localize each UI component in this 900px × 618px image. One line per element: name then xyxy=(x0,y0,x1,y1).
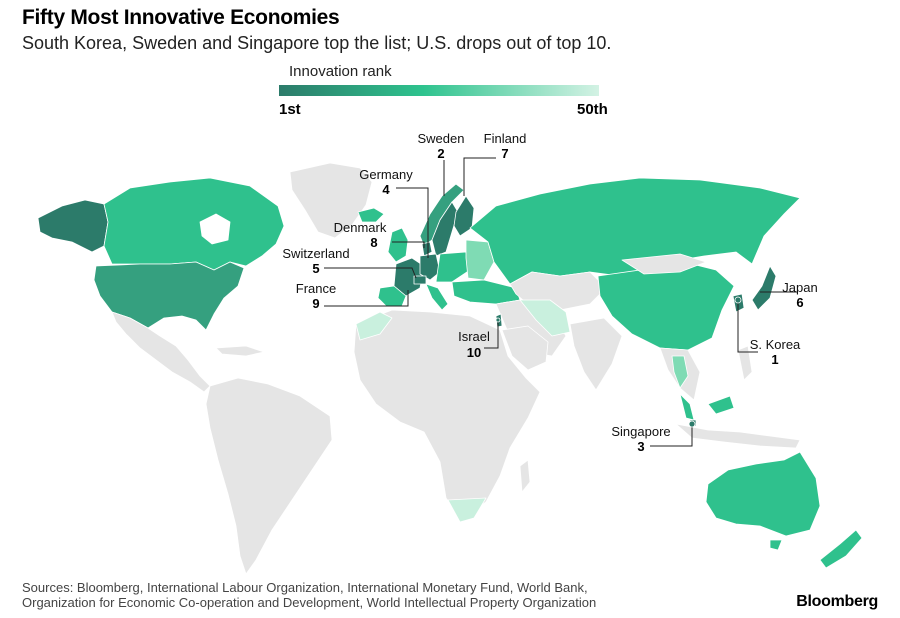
callout-rank-singapore: 3 xyxy=(637,439,644,454)
callout-country-france: France xyxy=(296,281,336,296)
callout-country-singapore: Singapore xyxy=(611,424,670,439)
callout-country-israel: Israel xyxy=(458,329,490,344)
country-indonesia xyxy=(675,423,801,449)
country-iran xyxy=(519,299,571,337)
leader-france xyxy=(324,290,409,307)
legend-title: Innovation rank xyxy=(289,63,392,80)
leader-israel xyxy=(484,320,499,349)
legend-min-label: 1st xyxy=(279,101,301,118)
country-united-kingdom xyxy=(387,227,409,263)
legend-max-label: 50th xyxy=(577,101,608,118)
world-map: Sweden 2 Finland 7 Germany 4 Denmark 8 S… xyxy=(37,131,863,575)
callout-country-japan: Japan xyxy=(782,280,817,295)
country-iceland xyxy=(357,207,385,223)
callout-rank-japan: 6 xyxy=(796,295,803,310)
country-africa xyxy=(353,309,541,521)
callout-rank-israel: 10 xyxy=(467,345,481,360)
country-canada xyxy=(103,177,285,271)
country-japan xyxy=(751,265,777,311)
country-italy xyxy=(425,283,449,311)
country-finland xyxy=(453,195,475,237)
country-central-europe xyxy=(435,251,471,283)
marker-singapore xyxy=(688,420,696,428)
leader-finland xyxy=(463,157,496,196)
country-madagascar xyxy=(519,459,531,493)
bloomberg-logo: Bloomberg xyxy=(796,593,878,610)
callout-markers xyxy=(495,296,742,428)
callout-rank-switzerland: 5 xyxy=(312,261,319,276)
leader-korea xyxy=(737,300,758,353)
callout-rank-denmark: 8 xyxy=(370,235,377,250)
source-line-1: Sources: Bloomberg, International Labour… xyxy=(22,580,588,595)
leader-denmark xyxy=(392,241,425,248)
leader-switzerland xyxy=(324,267,417,279)
country-australia xyxy=(705,451,821,537)
country-us-alaska xyxy=(37,199,109,253)
callout-rank-sweden: 2 xyxy=(437,146,444,161)
country-north-africa xyxy=(355,311,393,341)
country-germany xyxy=(419,253,441,281)
country-mexico xyxy=(111,311,211,393)
legend-color-ramp xyxy=(279,85,599,96)
marker-israel xyxy=(495,317,501,323)
callout-rank-france: 9 xyxy=(312,296,319,311)
country-new-zealand xyxy=(819,529,863,569)
caribbean-islands xyxy=(215,345,265,357)
callout-labels: Sweden 2 Finland 7 Germany 4 Denmark 8 S… xyxy=(282,131,817,454)
callout-country-finland: Finland xyxy=(484,131,527,146)
country-india xyxy=(569,317,623,391)
callout-country-korea: S. Korea xyxy=(750,337,801,352)
country-arabia xyxy=(501,325,549,371)
callout-leaders xyxy=(324,157,798,447)
callout-country-switzerland: Switzerland xyxy=(282,246,349,261)
country-malaysia xyxy=(679,393,735,421)
callout-country-denmark: Denmark xyxy=(334,220,387,235)
country-tasmania xyxy=(769,539,783,551)
source-line-2: Organization for Economic Co-operation a… xyxy=(22,595,597,610)
countries xyxy=(37,162,863,575)
country-south-africa xyxy=(447,497,487,523)
country-mongolia xyxy=(621,253,707,275)
country-thailand xyxy=(671,355,689,389)
callout-rank-finland: 7 xyxy=(501,146,508,161)
country-greenland xyxy=(289,162,373,239)
callout-rank-korea: 1 xyxy=(771,352,778,367)
source-note: Sources: Bloomberg, International Labour… xyxy=(22,580,596,610)
marker-korea xyxy=(734,296,742,304)
hudson-bay xyxy=(199,213,231,245)
callout-country-sweden: Sweden xyxy=(418,131,465,146)
country-philippines xyxy=(737,345,753,381)
leader-germany xyxy=(396,187,429,258)
country-south-america xyxy=(205,377,333,575)
callout-rank-germany: 4 xyxy=(382,182,390,197)
callout-country-germany: Germany xyxy=(359,167,413,182)
chart-title: Fifty Most Innovative Economies xyxy=(22,6,340,29)
chart-subtitle: South Korea, Sweden and Singapore top th… xyxy=(22,33,612,53)
leader-singapore xyxy=(650,424,693,447)
